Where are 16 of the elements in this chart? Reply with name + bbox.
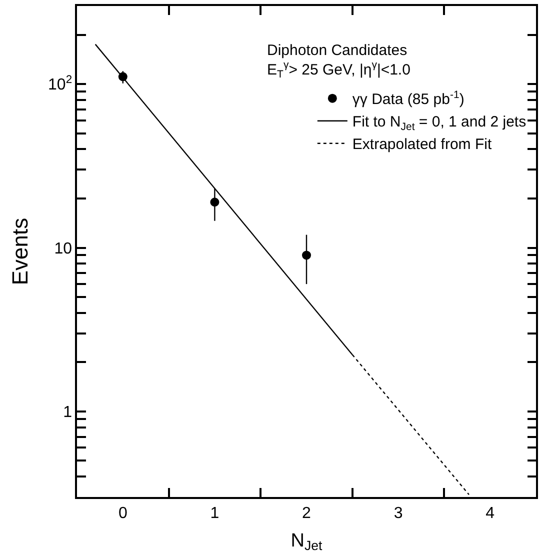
legend-label: γγ Data (85 pb$^{-1}$) <box>352 88 464 108</box>
legend-label: Extrapolated from Fit <box>352 136 492 154</box>
point <box>302 250 311 260</box>
x-axis-title: N$_{Jet}$ <box>290 530 323 554</box>
legend-title: Diphoton Candidates E$_{T}$$^{γ}$> 25 GeV, |η$^{γ}$|<1.0 <box>267 42 410 81</box>
y-axis-title: Events <box>7 218 32 286</box>
x-tick-label: 1 <box>210 504 220 522</box>
y-tick-label: 10 <box>54 240 72 258</box>
x-tick-label: 2 <box>302 504 312 522</box>
legend-label: Fit to N$_{Jet}$ = 0, 1 and 2 jets <box>352 114 526 133</box>
x-tick-label: 3 <box>394 504 403 522</box>
x-tick-label: 4 <box>486 504 495 522</box>
x-tick-label: 0 <box>118 504 128 522</box>
point <box>210 198 220 207</box>
y-tick-label: 1 <box>63 404 72 422</box>
y-tick-label: 10$^{2}$ <box>48 74 72 94</box>
